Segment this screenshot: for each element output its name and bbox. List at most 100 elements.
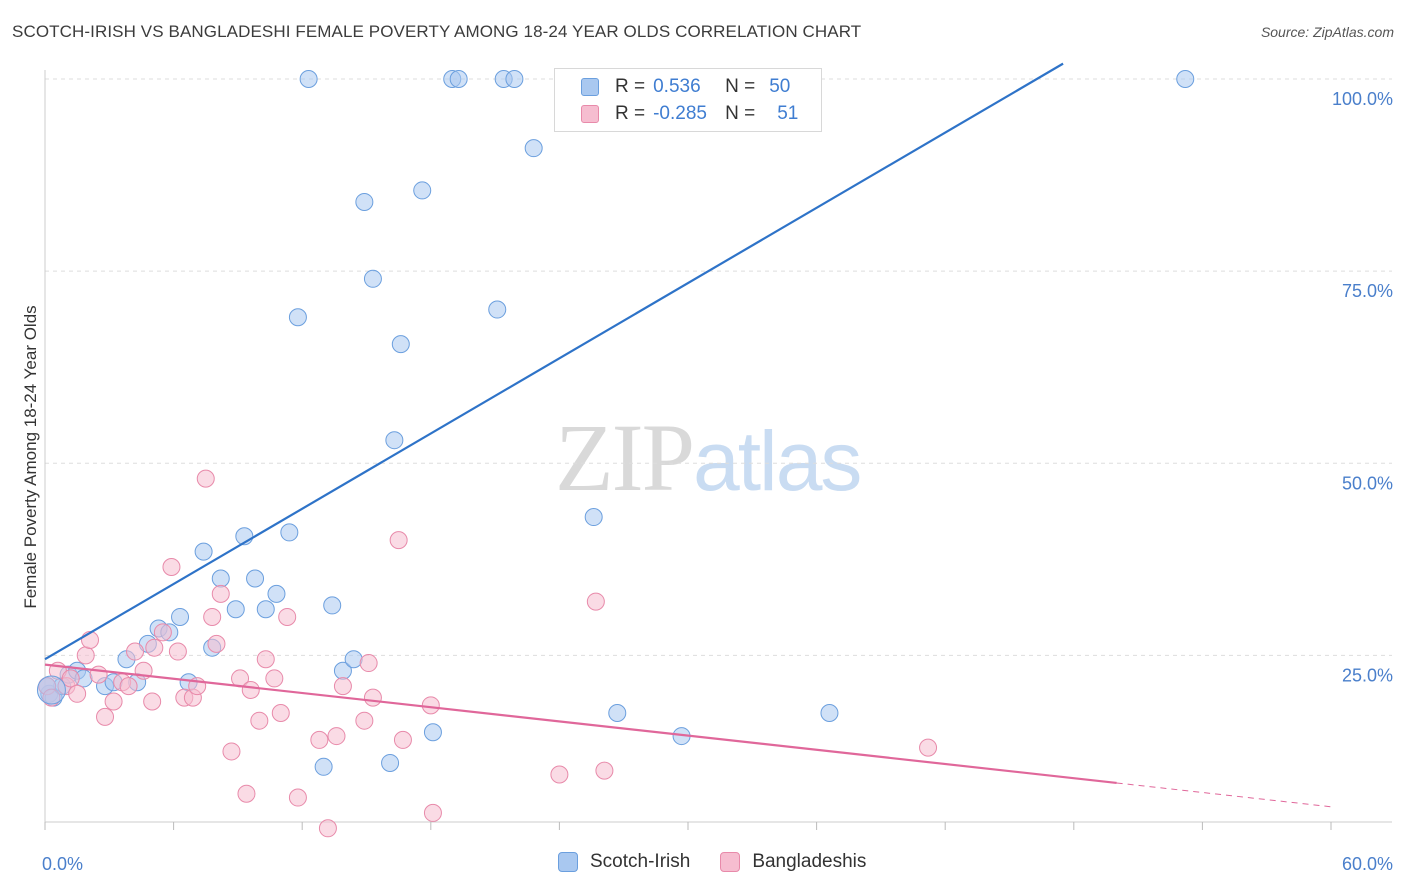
scotch-irish-point xyxy=(288,308,307,327)
bangladeshis-point xyxy=(237,784,256,803)
bangladeshis-point xyxy=(61,669,80,688)
bangladeshis-point xyxy=(168,642,187,661)
bangladeshis-point xyxy=(196,469,215,488)
source-label: Source: ZipAtlas.com xyxy=(1260,24,1394,40)
bangladeshis-point xyxy=(919,738,938,757)
bangladeshis-point xyxy=(327,727,346,746)
series-legend-bangladeshis: Bangladeshis xyxy=(720,851,866,873)
bangladeshis-point xyxy=(256,650,275,669)
bangladeshis-point xyxy=(250,711,269,730)
scotch-irish-point xyxy=(820,704,839,723)
scotch-irish-point xyxy=(524,139,543,158)
scotch-irish-point xyxy=(488,300,507,319)
y-axis-label: Female Poverty Among 18-24 Year Olds xyxy=(21,305,40,608)
bangladeshis-trendline xyxy=(44,663,1117,785)
x-tick-label: 0.0% xyxy=(42,854,83,874)
scotch-irish-point xyxy=(449,70,468,88)
chart-title: SCOTCH-IRISH VS BANGLADESHI FEMALE POVER… xyxy=(12,22,862,41)
bangladeshis-point xyxy=(207,634,226,653)
bangladeshis-point xyxy=(359,654,378,673)
series-label: Bangladeshis xyxy=(752,851,867,872)
y-tick-label: 50.0% xyxy=(1342,473,1393,493)
bangladeshis-point xyxy=(586,592,605,611)
watermark-zip: ZIP xyxy=(555,404,695,511)
y-tick-label: 100.0% xyxy=(1332,89,1393,109)
scotch-irish-point xyxy=(381,753,400,772)
scotch-irish-point xyxy=(608,704,627,723)
bangladeshis-point xyxy=(89,665,108,684)
bangladeshis-point xyxy=(68,684,87,703)
bangladeshis-point xyxy=(143,692,162,711)
legend-row-scotch-irish: R = 0.536 N = 50 xyxy=(581,75,790,99)
bangladeshis-point xyxy=(162,557,181,576)
legend-n-label: N = xyxy=(725,76,756,97)
scotch-irish-point xyxy=(391,335,410,354)
bangladeshis-point xyxy=(222,742,241,761)
bangladeshis-point xyxy=(76,646,95,665)
bangladeshis-point xyxy=(278,607,297,626)
scotch-irish-point xyxy=(413,181,432,200)
bangladeshis-trendline xyxy=(1116,782,1332,808)
scotch-irish-point xyxy=(314,757,333,776)
bangladeshis-point xyxy=(241,680,260,699)
scotch-irish-point xyxy=(267,584,286,603)
bangladeshis-point xyxy=(595,761,614,780)
scotch-irish-point xyxy=(280,523,299,542)
series-legend: Scotch-Irish Bangladeshis xyxy=(558,851,896,873)
bangladeshis-point xyxy=(421,696,440,715)
scotch-irish-point xyxy=(171,607,190,626)
y-tick-label: 25.0% xyxy=(1342,665,1393,685)
scotch-irish-point xyxy=(423,723,442,742)
scotch-irish-point xyxy=(385,431,404,450)
bangladeshis-point xyxy=(363,688,382,707)
bangladeshis-point xyxy=(145,638,164,657)
scotch-irish-point xyxy=(1176,70,1195,88)
legend-r-label: R = xyxy=(615,103,646,124)
legend-n-value: 51 xyxy=(777,103,799,124)
series-swatch-pink xyxy=(720,852,741,872)
watermark-atlas: atlas xyxy=(693,414,862,508)
scotch-irish-point xyxy=(211,569,230,588)
bangladeshis-point xyxy=(550,765,569,784)
scotch-irish-point xyxy=(299,70,318,88)
x-tick-label: 60.0% xyxy=(1342,854,1393,874)
scotch-irish-trendline xyxy=(44,62,1064,661)
bangladeshis-point xyxy=(333,677,352,696)
series-label: Scotch-Irish xyxy=(590,851,691,872)
bangladeshis-point xyxy=(153,623,172,642)
bangladeshis-point xyxy=(265,669,284,688)
bangladeshis-point xyxy=(423,803,442,822)
legend-n-label: N = xyxy=(725,103,756,124)
scotch-irish-point xyxy=(256,600,275,619)
scotch-irish-point xyxy=(584,508,603,527)
legend-r-label: R = xyxy=(615,76,646,97)
bangladeshis-point xyxy=(288,788,307,807)
bangladeshis-point xyxy=(389,531,408,550)
scotch-irish-point xyxy=(226,600,245,619)
scotch-irish-point xyxy=(363,269,382,288)
bangladeshis-point xyxy=(393,730,412,749)
series-legend-scotch-irish: Scotch-Irish xyxy=(558,851,690,873)
legend-r-value: 0.536 xyxy=(653,76,701,97)
watermark: ZIPatlas xyxy=(555,402,862,513)
legend-swatch-blue xyxy=(581,78,599,96)
scotch-irish-point xyxy=(36,675,66,705)
bangladeshis-point xyxy=(310,730,329,749)
correlation-legend: R = 0.536 N = 50 R = -0.285 N = 51 xyxy=(554,68,822,132)
bangladeshis-point xyxy=(211,584,230,603)
legend-n-value: 50 xyxy=(769,76,791,97)
bangladeshis-point xyxy=(126,642,145,661)
scotch-irish-point xyxy=(344,650,363,669)
scotch-irish-point xyxy=(246,569,265,588)
bangladeshis-point xyxy=(203,607,222,626)
bangladeshis-point xyxy=(104,692,123,711)
scotch-irish-point xyxy=(194,542,213,561)
scotch-irish-point xyxy=(505,70,524,88)
legend-swatch-pink xyxy=(581,105,599,123)
scotch-irish-point xyxy=(323,596,342,615)
legend-row-bangladeshis: R = -0.285 N = 51 xyxy=(581,102,798,126)
y-tick-label: 75.0% xyxy=(1342,281,1393,301)
bangladeshis-point xyxy=(355,711,374,730)
bangladeshis-point xyxy=(271,704,290,723)
